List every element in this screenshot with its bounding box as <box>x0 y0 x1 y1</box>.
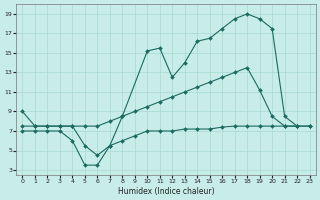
X-axis label: Humidex (Indice chaleur): Humidex (Indice chaleur) <box>118 187 214 196</box>
